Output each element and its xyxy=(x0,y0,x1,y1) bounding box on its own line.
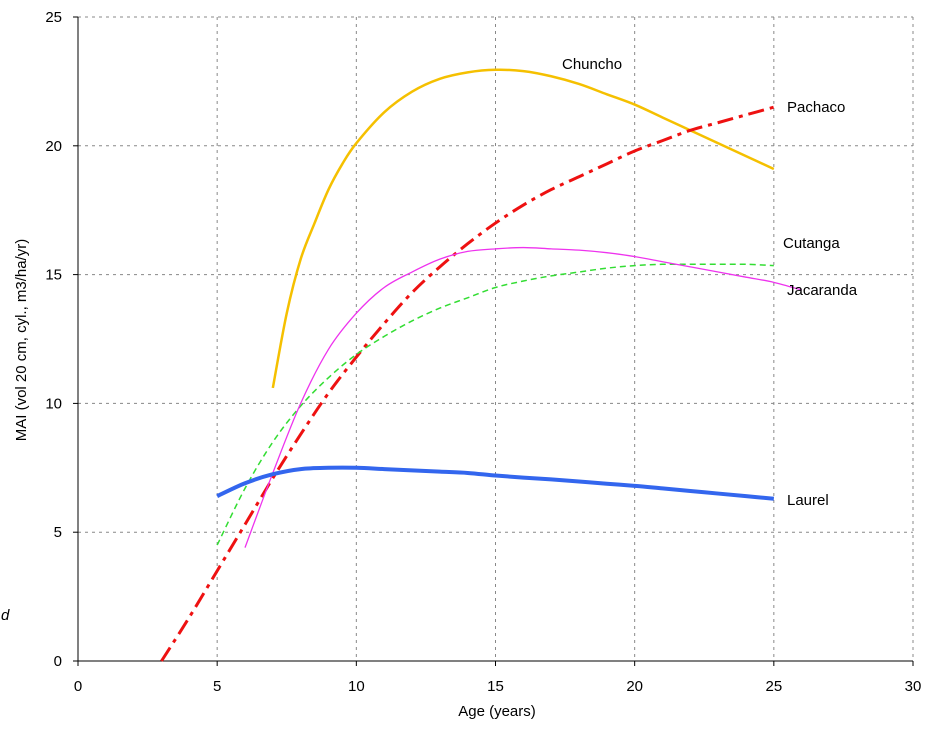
x-tick-label: 5 xyxy=(213,678,221,695)
y-tick-label: 5 xyxy=(54,524,62,541)
series-labels: Chuncho Pachaco Cutanga Jacaranda Laurel xyxy=(562,56,858,509)
series-line-pachaco xyxy=(160,105,775,662)
y-axis-title: MAI (vol 20 cm, cyl., m3/ha/yr) xyxy=(13,239,30,442)
series-lines xyxy=(160,68,802,662)
x-tick-label: 30 xyxy=(905,678,922,695)
series-line-laurel xyxy=(216,465,775,501)
y-tick-label: 0 xyxy=(54,653,62,670)
series-label-pachaco: Pachaco xyxy=(787,99,845,116)
series-label-chuncho: Chuncho xyxy=(562,56,622,73)
y-tick-label: 20 xyxy=(45,138,62,155)
series-label-laurel: Laurel xyxy=(787,492,829,509)
axes xyxy=(73,16,914,666)
x-tick-label: 25 xyxy=(765,678,782,695)
series-line-cutanga xyxy=(216,263,774,546)
series-line-jacaranda xyxy=(244,246,802,548)
series-label-jacaranda: Jacaranda xyxy=(787,282,858,299)
x-tick-label: 15 xyxy=(487,678,504,695)
y-tick-label: 10 xyxy=(45,395,62,412)
gridlines xyxy=(78,16,914,661)
series-label-cutanga: Cutanga xyxy=(783,235,840,252)
series-line-chuncho xyxy=(271,68,775,389)
y-tick-label: 25 xyxy=(45,9,62,26)
x-tick-label: 10 xyxy=(348,678,365,695)
tick-labels: 0 5 10 15 20 25 30 0 5 10 15 20 25 xyxy=(45,9,921,695)
x-axis-title: Age (years) xyxy=(458,703,536,720)
x-tick-label: 20 xyxy=(626,678,643,695)
x-tick-label: 0 xyxy=(74,678,82,695)
stray-text: d xyxy=(1,607,10,624)
y-tick-label: 15 xyxy=(45,267,62,284)
